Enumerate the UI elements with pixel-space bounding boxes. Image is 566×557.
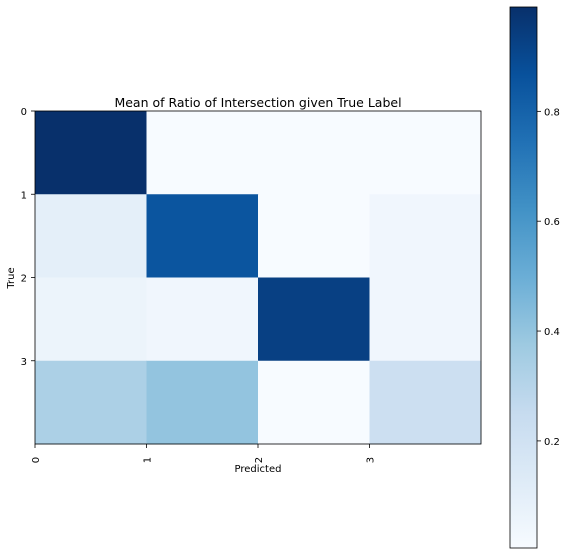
- heatmap-cell-r0-c2: [258, 111, 370, 195]
- y-axis-label: True: [6, 267, 17, 289]
- heatmap-cell-r1-c2: [258, 194, 370, 278]
- x-axis-ticks: 0 1 2 3: [31, 444, 377, 463]
- y-axis-ticks: 0 1 2 3: [21, 107, 35, 368]
- y-tick-label: 1: [21, 190, 27, 201]
- x-tick-label: 2: [254, 457, 265, 463]
- heatmap-cells: [35, 111, 482, 445]
- heatmap-cell-r0-c3: [369, 111, 482, 195]
- heatmap-cell-r0-c0: [35, 111, 147, 195]
- chart-title: Mean of Ratio of Intersection given True…: [114, 95, 401, 110]
- heatmap-cell-r1-c1: [146, 194, 259, 278]
- y-tick-label: 3: [21, 357, 27, 368]
- heatmap-cell-r1-c3: [369, 194, 482, 278]
- colorbar-tick-label: 0.8: [544, 107, 560, 118]
- heatmap-cell-r3-c1: [146, 360, 259, 445]
- heatmap-cell-r2-c0: [35, 277, 147, 362]
- heatmap-cell-r3-c0: [35, 360, 147, 445]
- y-tick-label: 0: [21, 107, 27, 118]
- colorbar-tick-label: 0.4: [544, 327, 560, 338]
- colorbar-tick-label: 0.6: [544, 217, 560, 228]
- heatmap-cell-r2-c3: [369, 277, 482, 362]
- heatmap-cell-r0-c1: [146, 111, 259, 195]
- heatmap-cell-r2-c1: [146, 277, 259, 362]
- x-axis-label: Predicted: [235, 464, 282, 475]
- x-tick-label: 0: [31, 457, 42, 463]
- heatmap-cell-r3-c2: [258, 360, 370, 445]
- heatmap-cell-r2-c2: [258, 277, 370, 362]
- heatmap-cell-r3-c3: [369, 360, 482, 445]
- x-tick-label: 3: [366, 457, 377, 463]
- colorbar-frame: [509, 6, 538, 549]
- colorbar-tick-label: 0.2: [544, 437, 560, 448]
- x-tick-label: 1: [143, 457, 154, 463]
- colorbar: [510, 7, 537, 548]
- heatmap-cell-r1-c0: [35, 194, 147, 278]
- y-tick-label: 2: [21, 274, 27, 285]
- colorbar-ticks: 0.2 0.4 0.6 0.8: [537, 107, 560, 448]
